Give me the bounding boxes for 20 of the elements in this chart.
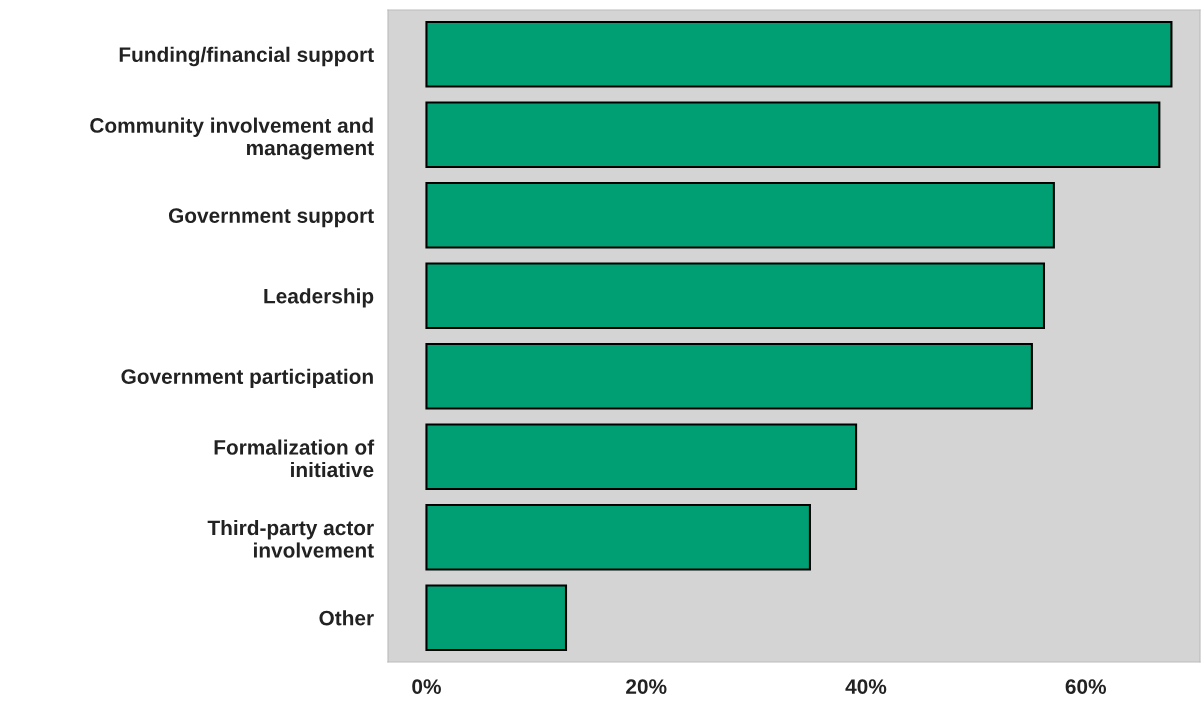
y-tick-label: Formalization of initiative [214,439,375,478]
y-tick-label: Third-party actor involvement [207,519,374,558]
x-tick-label: 0% [412,679,441,694]
bar [425,343,1033,410]
bar [425,584,568,651]
bar [425,504,811,571]
y-tick-label: Funding/financial support [119,46,374,67]
y-tick-label: Other [319,610,374,626]
x-tick-label: 20% [626,679,667,694]
y-tick-label: Government support [168,208,374,228]
y-tick-label: Leadership [264,288,374,308]
bar [425,101,1161,168]
bar [425,262,1046,329]
bar [425,182,1055,249]
x-tick-label: 40% [845,679,887,694]
bar [425,423,858,490]
bar [425,21,1173,88]
y-tick-label: Community involvement and management [90,117,374,160]
x-tick-label: 60% [1065,679,1107,694]
y-tick-label: Government participation [121,368,373,389]
